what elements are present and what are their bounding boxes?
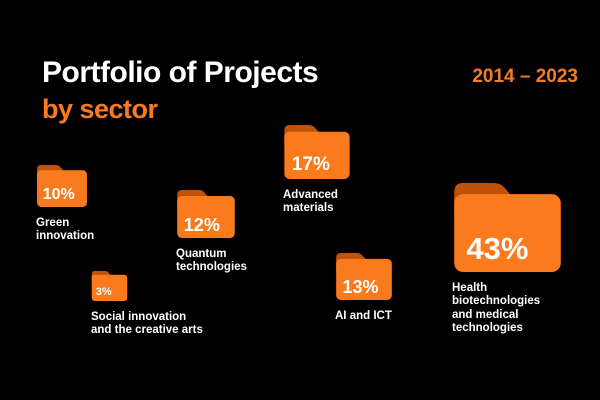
sector-percentage: 43% xyxy=(466,231,529,266)
sector-label: Social innovation and the creative arts xyxy=(91,311,203,337)
sector-percentage: 12% xyxy=(183,214,220,235)
folder-icon xyxy=(37,165,87,207)
sector-percentage: 13% xyxy=(342,276,379,297)
folder-icon xyxy=(91,271,128,301)
sector-label: Green innovation xyxy=(36,217,95,243)
sector-label: AI and ICT xyxy=(335,310,392,322)
folder-icon xyxy=(284,125,350,179)
sector-percentage: 10% xyxy=(42,186,75,204)
page-title: Portfolio of Projects xyxy=(42,56,319,89)
page-subtitle: by sector xyxy=(42,94,158,124)
sector-quantum-technologies: 12% Quantum technologies xyxy=(176,190,247,275)
folder-icon xyxy=(177,190,235,238)
sector-green-innovation: 10% Green innovation xyxy=(36,165,94,244)
sector-label: Advanced materials xyxy=(283,189,338,215)
sector-label: Quantum technologies xyxy=(176,248,247,274)
folder-icon xyxy=(454,183,561,272)
sector-percentage: 17% xyxy=(291,154,330,176)
sector-ai-and-ict: 13% AI and ICT xyxy=(335,253,393,323)
sector-social-innovation: 3% Social innovation and the creative ar… xyxy=(91,271,203,338)
sector-health-biotechnologies: 43% Health biotechnologies and medical t… xyxy=(452,183,563,335)
sector-percentage: 3% xyxy=(95,286,112,299)
folder-icon xyxy=(336,253,392,300)
sector-advanced-materials: 17% Advanced materials xyxy=(283,125,351,216)
date-range: 2014 – 2023 xyxy=(472,66,578,87)
sector-label: Health biotechnologies and medical techn… xyxy=(452,282,541,334)
